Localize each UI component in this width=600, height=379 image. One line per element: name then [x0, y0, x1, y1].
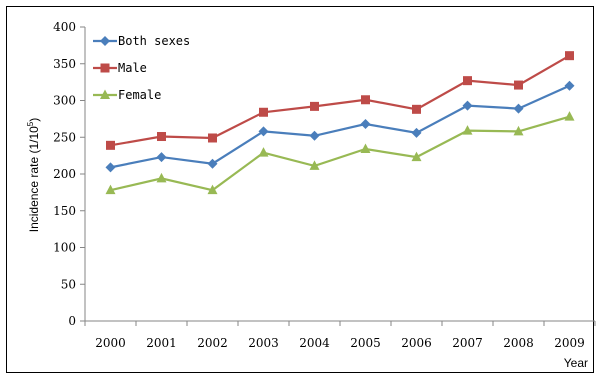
- x-tick-label: 2005: [350, 336, 381, 350]
- legend-swatch-marker: [100, 63, 110, 73]
- legend-label: Both sexes: [118, 34, 190, 48]
- x-tick-label: 2009: [554, 336, 585, 350]
- x-tick-label: 2001: [146, 336, 177, 350]
- legend-item: Female: [93, 88, 161, 102]
- legend-label: Male: [118, 61, 147, 75]
- x-tick-labels: 2000 2001 2002 2003 2004 2005 2006 2007 2008 2009: [95, 336, 585, 350]
- data-point: [513, 103, 524, 114]
- data-point: [463, 76, 472, 86]
- x-tick-label: 2008: [503, 336, 534, 350]
- legend: Both sexes Male Female: [93, 34, 190, 102]
- legend-item: Both sexes: [93, 34, 190, 48]
- data-point: [360, 119, 371, 130]
- data-point: [309, 160, 320, 170]
- data-point: [105, 184, 116, 195]
- legend-label: Female: [118, 88, 161, 102]
- data-point: [564, 111, 575, 121]
- data-point: [207, 184, 218, 195]
- data-point: [360, 143, 371, 154]
- series-line: [110, 54, 571, 147]
- data-point: [411, 151, 422, 162]
- y-tick-label: 150: [53, 204, 76, 218]
- x-tick-label: 2006: [401, 336, 432, 350]
- data-point: [258, 147, 269, 157]
- series-line: [110, 115, 570, 192]
- data-point: [157, 132, 166, 142]
- data-point: [259, 107, 268, 117]
- x-tick-label: 2004: [299, 336, 330, 350]
- y-tick-label: 250: [53, 130, 76, 144]
- data-point: [514, 80, 523, 90]
- legend-item: Male: [93, 61, 147, 75]
- data-point: [207, 158, 218, 169]
- y-tick-label: 300: [53, 94, 76, 108]
- legend-swatch-marker: [100, 36, 110, 46]
- data-point: [513, 125, 524, 136]
- data-point: [105, 162, 116, 173]
- y-tick-label: 400: [53, 20, 76, 34]
- data-point: [462, 100, 473, 111]
- series-group: [105, 51, 575, 195]
- data-point: [156, 152, 167, 163]
- y-tick-label: 0: [68, 314, 76, 328]
- legend-swatch-marker: [100, 89, 110, 99]
- data-point: [309, 130, 320, 141]
- data-point: [565, 51, 574, 61]
- x-tick-label: 2007: [452, 336, 483, 350]
- y-tick-label: 100: [53, 241, 76, 255]
- data-point: [411, 127, 422, 138]
- x-axis-label: Year: [564, 356, 588, 370]
- y-tick-label: 350: [53, 57, 76, 71]
- x-tick-label: 2003: [248, 336, 279, 350]
- series-both-sexes: [105, 80, 575, 173]
- x-tick-label: 2000: [95, 336, 126, 350]
- data-point: [258, 126, 269, 137]
- series-line: [110, 84, 570, 169]
- y-axis-label: Incidence rate (1/105): [26, 118, 41, 233]
- y-tick-labels: 0 50 100 150 200 250 300 350 400: [53, 20, 76, 328]
- data-point: [208, 133, 217, 143]
- data-point: [412, 104, 421, 114]
- data-point: [156, 172, 167, 183]
- data-point: [462, 125, 473, 135]
- y-tick-label: 200: [53, 167, 76, 181]
- data-point: [564, 80, 575, 91]
- data-point: [310, 101, 319, 111]
- y-tick-label: 50: [61, 277, 76, 291]
- series-male: [106, 51, 574, 150]
- x-tick-label: 2002: [197, 336, 228, 350]
- axes: [80, 26, 596, 326]
- data-point: [361, 95, 370, 105]
- data-point: [106, 140, 115, 150]
- series-female: [105, 111, 575, 195]
